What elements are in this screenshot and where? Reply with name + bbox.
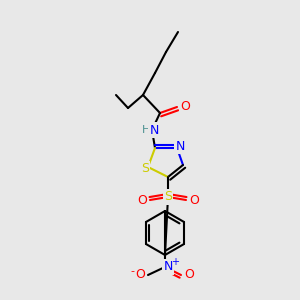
Text: H: H <box>142 125 150 135</box>
Text: +: + <box>171 257 179 267</box>
Text: N: N <box>163 260 173 274</box>
Text: N: N <box>175 140 185 152</box>
Text: O: O <box>184 268 194 281</box>
Text: O: O <box>180 100 190 112</box>
Text: O: O <box>189 194 199 206</box>
Text: S: S <box>141 163 149 176</box>
Text: N: N <box>149 124 159 136</box>
Text: -: - <box>130 266 134 276</box>
Text: S: S <box>164 190 172 203</box>
Text: O: O <box>137 194 147 206</box>
Text: O: O <box>135 268 145 281</box>
